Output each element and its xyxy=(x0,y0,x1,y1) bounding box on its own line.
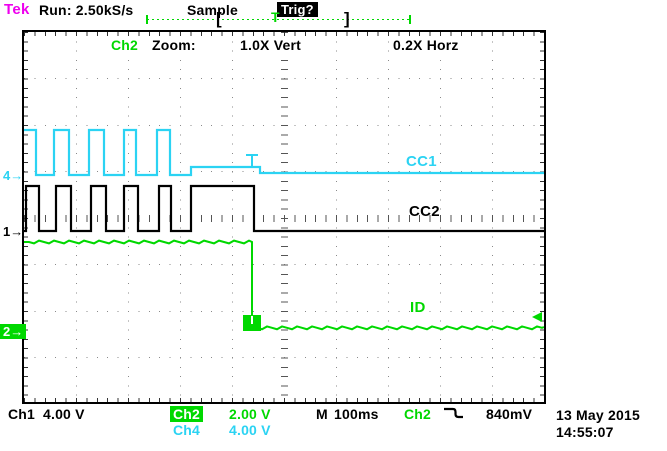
trigger-source: Ch2 xyxy=(404,406,432,422)
zoom-label: Zoom: xyxy=(150,37,198,53)
edge-ticks-right xyxy=(540,32,544,402)
ch4-label: Ch4 xyxy=(173,422,201,438)
edge-ticks-bottom xyxy=(24,398,544,402)
falling-edge-icon xyxy=(444,407,463,419)
zoom-window-bracket-left: [ xyxy=(216,9,222,28)
run-status: Run: 2.50kS/s xyxy=(39,2,134,18)
ch2-label-selected: Ch2 xyxy=(170,406,204,422)
trace-cc1 xyxy=(24,128,544,177)
channel-marker-ch2-selected: 2→ xyxy=(0,324,27,339)
waveform-canvas xyxy=(24,128,544,331)
date-display: 13 May 2015 xyxy=(556,407,640,423)
time-display: 14:55:07 xyxy=(556,424,614,440)
zoom-horizontal-factor: 0.2X Horz xyxy=(391,37,461,53)
record-start-tick xyxy=(146,15,148,24)
ch1-label: Ch1 xyxy=(8,406,36,422)
center-axis-ticks-horizontal xyxy=(24,215,544,222)
trigger-level: 840mV xyxy=(486,406,533,422)
trigger-time-indicator-cc1 xyxy=(246,154,258,167)
zoom-channel: Ch2 xyxy=(109,37,141,53)
record-end-tick xyxy=(409,15,411,24)
acquisition-mode: Sample xyxy=(187,2,238,18)
ch2-scale: 2.00 V xyxy=(229,406,271,422)
label-id: ID xyxy=(410,299,426,316)
record-trigger-position-marker: T xyxy=(271,9,280,25)
trace-id xyxy=(24,239,544,331)
zoom-window-bracket-right: ] xyxy=(344,9,350,28)
trigger-level-arrow xyxy=(532,312,542,322)
graticule: Ch2 Zoom: 1.0X Vert 0.2X Horz CC1 CC2 ID xyxy=(22,30,546,404)
ch4-scale: 4.00 V xyxy=(229,422,271,438)
trigger-status-badge: Trig? xyxy=(277,2,318,17)
channel-marker-ch4: 4→ xyxy=(3,168,24,183)
timebase-value: 100ms xyxy=(334,406,379,422)
record-view-bar xyxy=(147,19,410,20)
tek-logo: Tek xyxy=(4,1,30,18)
ch1-scale: 4.00 V xyxy=(43,406,85,422)
label-cc1: CC1 xyxy=(406,153,437,170)
edge-ticks-top xyxy=(24,32,544,36)
zoom-vertical-factor: 1.0X Vert xyxy=(238,37,303,53)
label-cc2: CC2 xyxy=(409,203,440,220)
trace-cc2 xyxy=(24,184,544,233)
timebase-label: M xyxy=(316,406,328,422)
channel-marker-ch1: 1→ xyxy=(3,224,24,239)
